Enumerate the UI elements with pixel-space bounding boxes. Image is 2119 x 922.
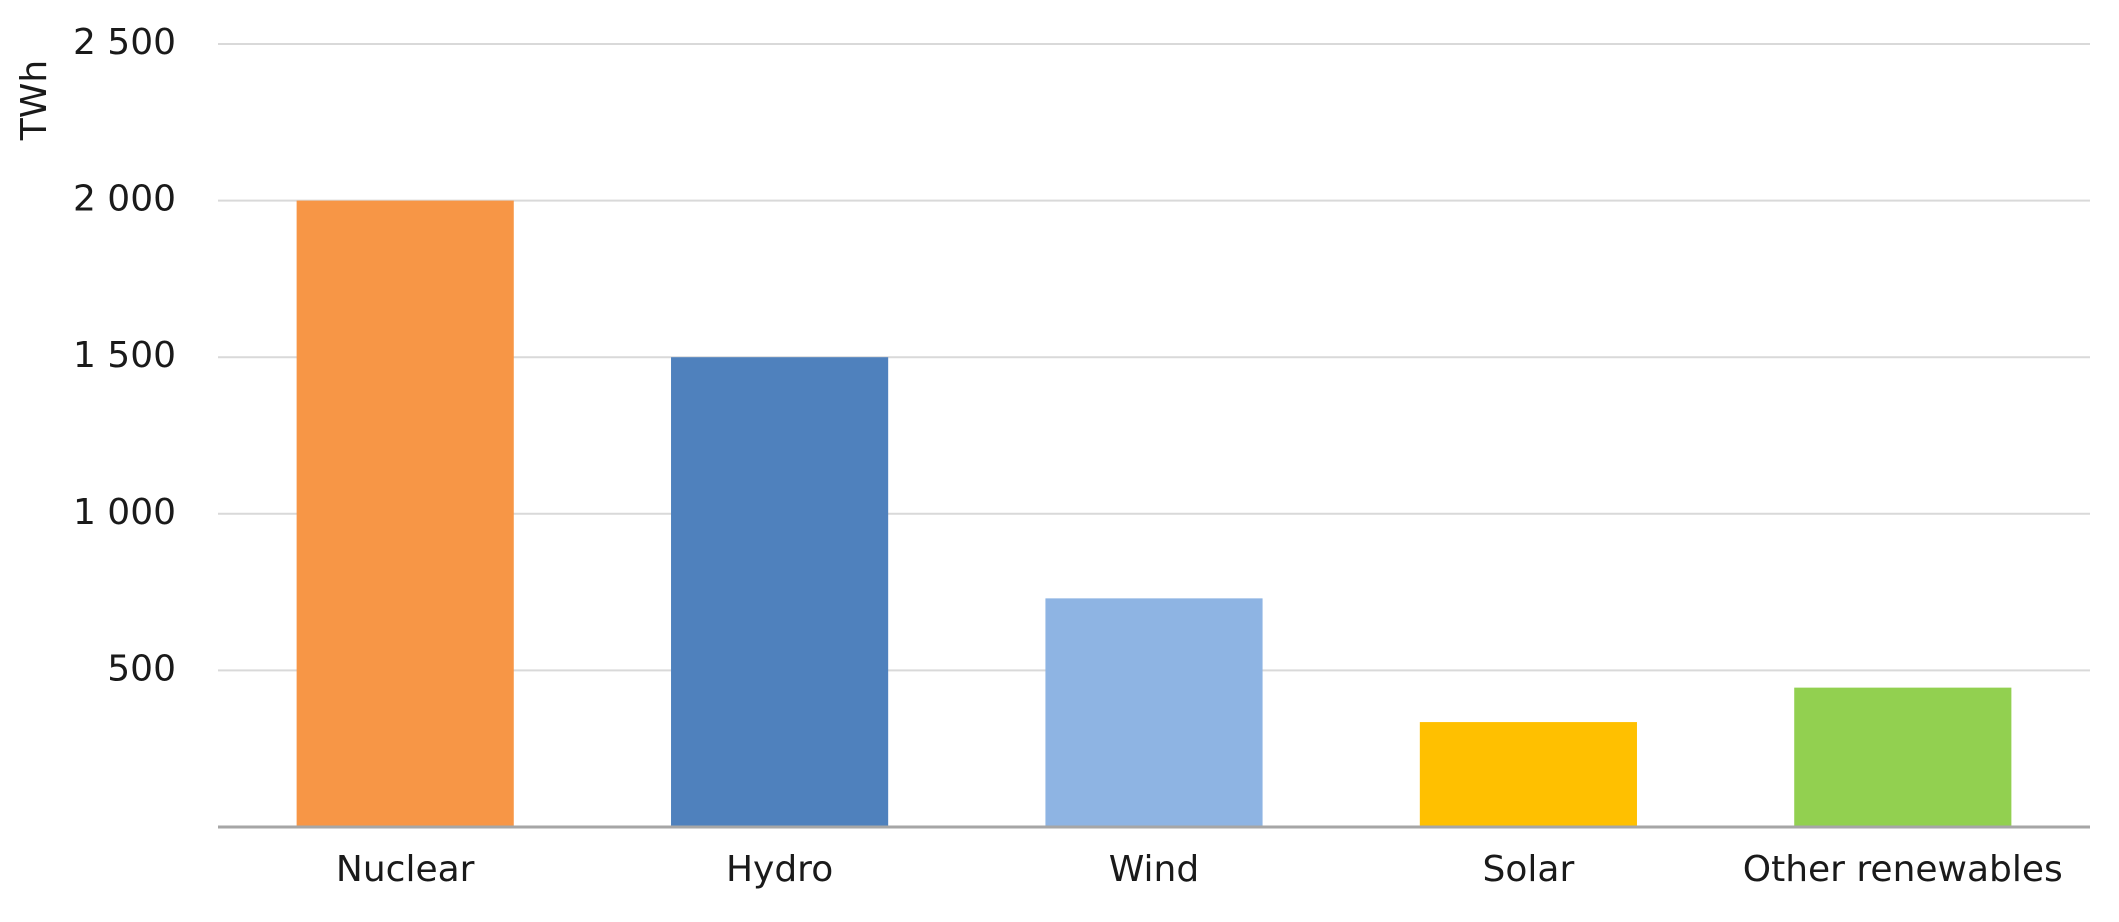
y-tick-label: 1 500: [73, 335, 176, 376]
x-tick-label: Wind: [1109, 849, 1199, 890]
x-tick-label: Solar: [1483, 849, 1575, 890]
bar: [1419, 722, 1637, 827]
x-tick-label: Nuclear: [336, 849, 475, 890]
y-tick-label: 2 500: [73, 22, 176, 63]
bar: [1794, 687, 2012, 827]
y-tick-label: 1 000: [73, 492, 176, 533]
y-axis-label: TWh: [14, 60, 55, 141]
x-tick-label: Other renewables: [1743, 849, 2063, 890]
bar: [296, 200, 514, 828]
y-tick-label: 500: [107, 648, 176, 689]
bar: [671, 357, 889, 827]
bar: [1045, 598, 1263, 827]
y-tick-label: 2 000: [73, 179, 176, 220]
x-tick-label: Hydro: [726, 849, 833, 890]
